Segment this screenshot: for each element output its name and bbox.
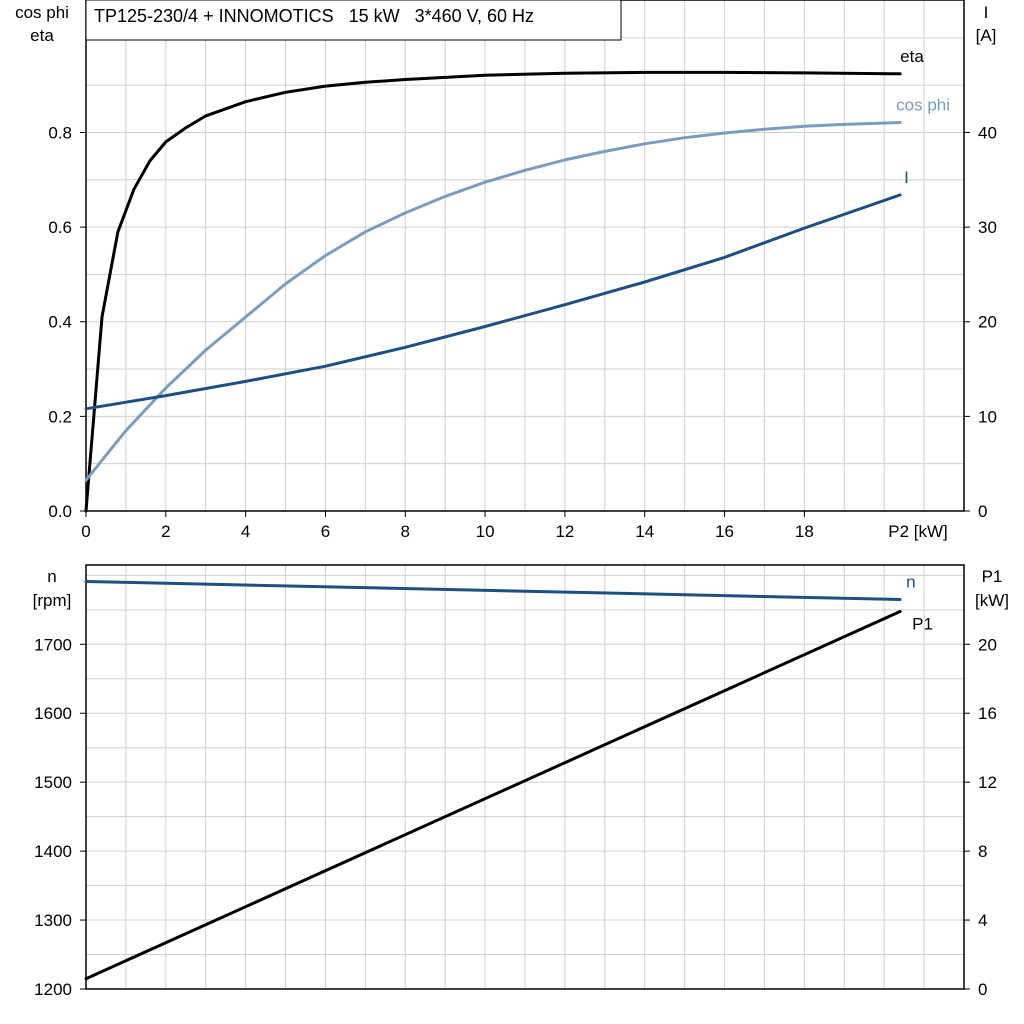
- top-left-tick-label: 0.0: [48, 502, 72, 521]
- bottom-series: n P1: [84, 572, 933, 981]
- top-x-tick-label: 4: [241, 522, 250, 541]
- top-x-tick-label: 0: [81, 522, 90, 541]
- top-series: eta cos phi I: [84, 47, 950, 513]
- top-right-tick-label: 10: [978, 407, 997, 426]
- top-left-tick-label: 0.8: [48, 123, 72, 142]
- top-x-tick-label: 6: [321, 522, 330, 541]
- bottom-panel: n P1 1200 1300 1400 1500 1600 1700 0 4 8 12 16 20 n …: [33, 564, 1009, 999]
- top-left-tick-label: 0.2: [48, 407, 72, 426]
- top-x-tick-label: 14: [635, 522, 654, 541]
- bottom-right-tick-label: 20: [978, 635, 997, 654]
- bottom-left-tick-label: 1400: [34, 842, 72, 861]
- right-axis-title-line2: [A]: [976, 26, 997, 45]
- bottom-left-tick-label: 1700: [34, 635, 72, 654]
- bottom-right-axis-title-line1: P1: [982, 567, 1003, 586]
- bottom-left-tick-label: 1600: [34, 704, 72, 723]
- bottom-right-tick-label: 0: [978, 980, 987, 999]
- top-x-tick-label: 18: [795, 522, 814, 541]
- top-series-eta-label: eta: [900, 47, 924, 66]
- top-series-i-line: [84, 193, 902, 411]
- chart-title: TP125-230/4 + INNOMOTICS 15 kW 3*460 V, …: [94, 6, 534, 26]
- top-left-tick-label: 0.6: [48, 218, 72, 237]
- top-left-tick-label: 0.4: [48, 313, 72, 332]
- bottom-plot-frame: [85, 564, 965, 990]
- bottom-left-tick-label: 1500: [34, 773, 72, 792]
- bottom-right-tick-label: 16: [978, 704, 997, 723]
- top-series-cos-phi-line: [84, 121, 902, 482]
- bottom-left-tick-label: 1200: [34, 980, 72, 999]
- top-panel: eta cos phi I 0.0 0.2 0.4 0.6 0.8 0 10 20 30 40 0 2 4 6…: [15, 0, 997, 541]
- bottom-right-tick-label: 12: [978, 773, 997, 792]
- bottom-series-n-line: [84, 580, 902, 601]
- bottom-ticks: 1200 1300 1400 1500 1600 1700 0 4 8 12 16 20: [34, 635, 997, 999]
- x-axis-label: P2 [kW]: [888, 522, 948, 541]
- right-axis-title-line1: I: [984, 3, 989, 22]
- bottom-left-axis-title-line2: [rpm]: [33, 591, 72, 610]
- bottom-right-tick-label: 8: [978, 842, 987, 861]
- bottom-series-p1-line: [84, 610, 902, 981]
- top-ticks: 0.0 0.2 0.4 0.6 0.8 0 10 20 30 40 0 2 4 6 8 10 12 14 16 18: [48, 123, 997, 541]
- left-axis-title-line2: eta: [30, 26, 54, 45]
- top-plot-frame: [85, 0, 965, 512]
- top-x-tick-label: 8: [401, 522, 410, 541]
- title-box: [85, 0, 622, 41]
- bottom-series-n-label: n: [906, 572, 915, 591]
- top-right-tick-label: 40: [978, 123, 997, 142]
- top-x-tick-label: 12: [555, 522, 574, 541]
- top-x-tick-label: 2: [161, 522, 170, 541]
- top-right-tick-label: 0: [978, 502, 987, 521]
- top-right-tick-label: 20: [978, 313, 997, 332]
- bottom-left-tick-label: 1300: [34, 911, 72, 930]
- top-series-cos-phi-label: cos phi: [896, 96, 950, 115]
- bottom-series-p1-label: P1: [912, 615, 933, 634]
- top-right-tick-label: 30: [978, 218, 997, 237]
- top-x-tick-label: 16: [715, 522, 734, 541]
- top-series-eta-line: [84, 70, 902, 513]
- bottom-left-axis-title-line1: n: [47, 567, 56, 586]
- bottom-right-axis-title-line2: [kW]: [975, 591, 1009, 610]
- left-axis-title-line1: cos phi: [15, 3, 69, 22]
- top-series-i-label: I: [904, 168, 909, 187]
- top-x-tick-label: 10: [476, 522, 495, 541]
- bottom-right-tick-label: 4: [978, 911, 987, 930]
